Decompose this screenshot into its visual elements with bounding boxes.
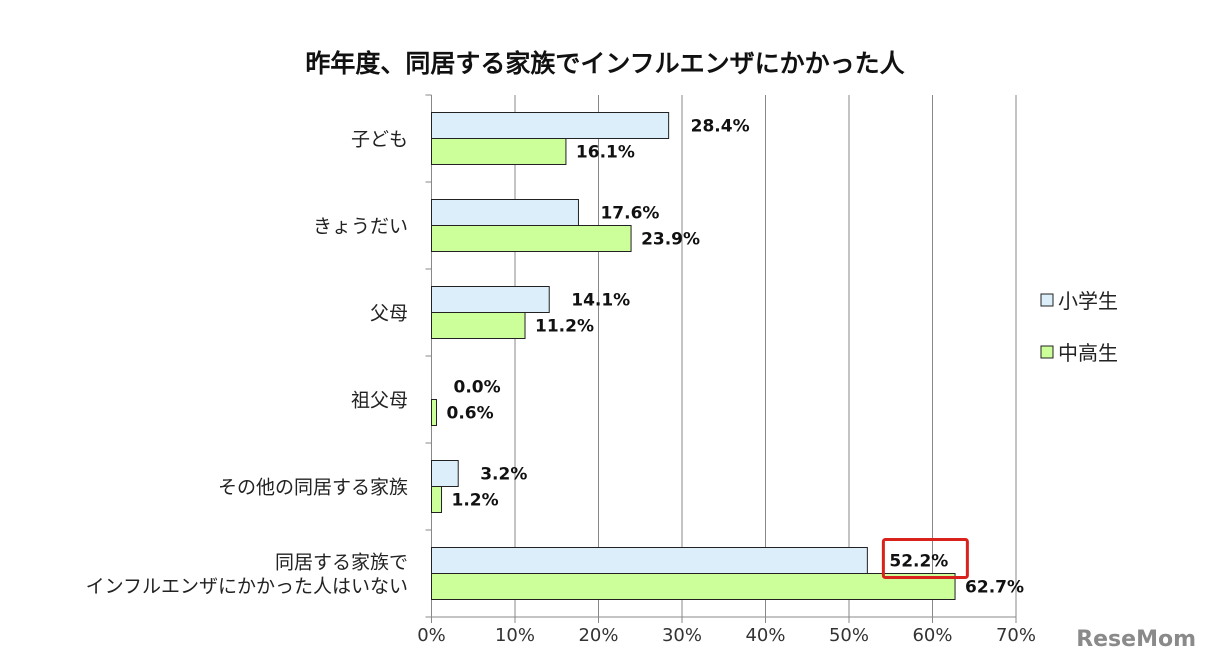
bar-secondary: [431, 399, 438, 426]
data-label: 17.6%: [600, 204, 659, 224]
chart-title: 昨年度、同居する家族でインフルエンザにかかった人: [305, 49, 904, 78]
x-tick-label: 60%: [912, 625, 952, 646]
category-label: その他の同居する家族: [218, 477, 408, 499]
x-tick-label: 20%: [578, 625, 618, 646]
legend-swatch: [1040, 345, 1054, 359]
legend-swatch: [1040, 293, 1054, 307]
x-tick-label: 30%: [662, 625, 702, 646]
data-label: 14.1%: [571, 291, 630, 311]
bar-elementary: [431, 286, 550, 313]
data-label: 3.2%: [480, 465, 527, 485]
data-label: 11.2%: [535, 317, 594, 337]
highlight-box: [881, 538, 969, 579]
category-label: 父母: [370, 303, 408, 325]
data-label: 52.2%: [889, 552, 948, 572]
bar-elementary: [431, 460, 459, 487]
category-label: 子ども: [351, 129, 408, 151]
legend-label: 小学生: [1058, 289, 1118, 313]
data-label: 1.2%: [452, 491, 499, 511]
legend-label: 中高生: [1058, 341, 1118, 365]
bar-secondary: [431, 573, 956, 600]
bar-elementary: [431, 112, 670, 139]
category-label: 祖父母: [351, 390, 408, 412]
category-label: きょうだい: [313, 216, 408, 238]
bar-elementary: [431, 199, 579, 226]
bar-secondary: [431, 225, 632, 252]
x-tick-label: 10%: [495, 625, 535, 646]
x-tick-label: 50%: [829, 625, 869, 646]
x-tick-label: 70%: [996, 625, 1036, 646]
x-tick-label: 0%: [417, 625, 446, 646]
data-label: 0.0%: [454, 378, 501, 398]
x-tick-label: 40%: [745, 625, 785, 646]
category-label: 同居する家族で: [275, 552, 408, 574]
data-label: 0.6%: [447, 404, 494, 424]
data-label: 28.4%: [691, 117, 750, 137]
data-label: 16.1%: [576, 143, 635, 163]
bar-elementary: [431, 547, 868, 574]
resemom-watermark-logo: ReseMom: [1076, 627, 1196, 652]
bar-secondary: [431, 138, 567, 165]
category-label: インフルエンザにかかった人はいない: [86, 576, 408, 598]
bar-secondary: [431, 486, 443, 513]
data-label: 62.7%: [965, 578, 1024, 598]
data-label: 23.9%: [641, 230, 700, 250]
bar-secondary: [431, 312, 526, 339]
